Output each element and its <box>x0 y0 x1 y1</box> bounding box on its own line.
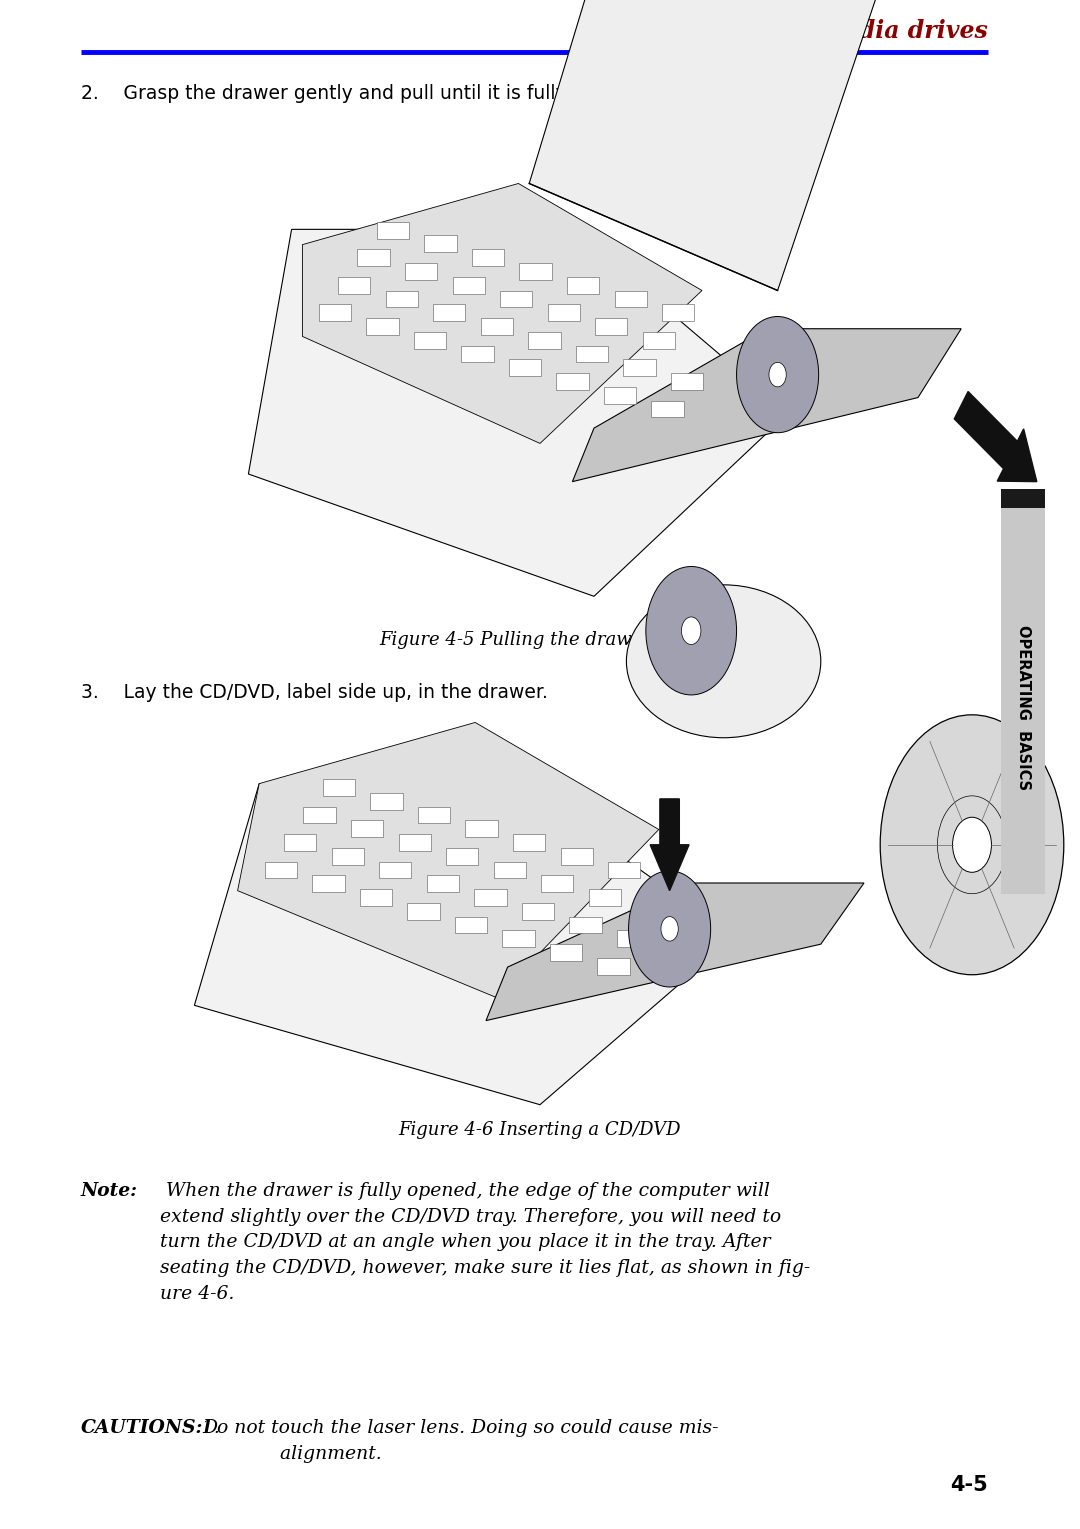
Circle shape <box>953 816 991 872</box>
Text: 3.  Lay the CD/DVD, label side up, in the drawer.: 3. Lay the CD/DVD, label side up, in the… <box>81 683 548 702</box>
FancyBboxPatch shape <box>303 806 336 823</box>
Circle shape <box>769 362 786 387</box>
Text: 4-5: 4-5 <box>950 1475 988 1495</box>
Text: Do not touch the laser lens. Doing so could cause mis-
             alignment.: Do not touch the laser lens. Doing so co… <box>202 1419 718 1463</box>
FancyBboxPatch shape <box>561 847 593 864</box>
Bar <box>81 703 988 1109</box>
FancyBboxPatch shape <box>424 235 457 252</box>
FancyBboxPatch shape <box>576 346 608 362</box>
FancyBboxPatch shape <box>465 820 498 836</box>
FancyBboxPatch shape <box>312 875 345 891</box>
FancyBboxPatch shape <box>405 263 437 280</box>
Bar <box>81 176 988 619</box>
FancyBboxPatch shape <box>604 387 636 404</box>
FancyBboxPatch shape <box>472 249 504 266</box>
FancyBboxPatch shape <box>474 888 507 905</box>
FancyBboxPatch shape <box>455 916 487 933</box>
FancyBboxPatch shape <box>509 359 541 376</box>
FancyBboxPatch shape <box>569 916 602 933</box>
FancyBboxPatch shape <box>418 806 450 823</box>
Text: CAUTIONS:: CAUTIONS: <box>81 1419 203 1437</box>
Polygon shape <box>248 229 788 596</box>
FancyBboxPatch shape <box>357 249 390 266</box>
FancyBboxPatch shape <box>502 930 535 946</box>
Text: Note:: Note: <box>81 1182 138 1200</box>
FancyBboxPatch shape <box>370 792 403 810</box>
FancyBboxPatch shape <box>366 318 399 335</box>
Text: 2.  Grasp the drawer gently and pull until it is fully opened.: 2. Grasp the drawer gently and pull unti… <box>81 84 648 102</box>
FancyBboxPatch shape <box>284 833 316 850</box>
FancyBboxPatch shape <box>453 277 485 294</box>
FancyBboxPatch shape <box>265 861 297 878</box>
Text: Figure 4-6 Inserting a CD/DVD: Figure 4-6 Inserting a CD/DVD <box>399 1121 681 1139</box>
FancyBboxPatch shape <box>386 291 418 307</box>
Polygon shape <box>529 0 886 291</box>
Circle shape <box>737 317 819 433</box>
FancyBboxPatch shape <box>589 888 621 905</box>
Text: 1.: 1. <box>202 1419 239 1437</box>
FancyBboxPatch shape <box>623 359 656 376</box>
FancyArrow shape <box>955 391 1037 482</box>
FancyBboxPatch shape <box>399 833 431 850</box>
Bar <box>1001 489 1045 508</box>
FancyBboxPatch shape <box>519 263 552 280</box>
FancyBboxPatch shape <box>671 373 703 390</box>
FancyBboxPatch shape <box>446 847 478 864</box>
Ellipse shape <box>626 584 821 739</box>
FancyBboxPatch shape <box>528 332 561 349</box>
FancyBboxPatch shape <box>338 277 370 294</box>
FancyBboxPatch shape <box>433 304 465 321</box>
FancyBboxPatch shape <box>617 930 649 946</box>
FancyBboxPatch shape <box>377 222 409 239</box>
Circle shape <box>661 916 678 940</box>
FancyBboxPatch shape <box>643 332 675 349</box>
FancyBboxPatch shape <box>494 861 526 878</box>
Text: When the drawer is fully opened, the edge of the computer will
extend slightly o: When the drawer is fully opened, the edg… <box>160 1182 810 1303</box>
FancyBboxPatch shape <box>360 888 392 905</box>
FancyBboxPatch shape <box>414 332 446 349</box>
FancyBboxPatch shape <box>567 277 599 294</box>
FancyBboxPatch shape <box>379 861 411 878</box>
FancyBboxPatch shape <box>513 833 545 850</box>
Circle shape <box>880 714 1064 976</box>
FancyBboxPatch shape <box>323 778 355 795</box>
Circle shape <box>629 870 711 988</box>
FancyBboxPatch shape <box>332 847 364 864</box>
Text: OPERATING  BASICS: OPERATING BASICS <box>1016 625 1030 789</box>
FancyBboxPatch shape <box>481 318 513 335</box>
FancyBboxPatch shape <box>615 291 647 307</box>
FancyBboxPatch shape <box>407 902 440 919</box>
FancyBboxPatch shape <box>522 902 554 919</box>
FancyBboxPatch shape <box>500 291 532 307</box>
FancyBboxPatch shape <box>662 304 694 321</box>
FancyArrow shape <box>650 798 689 890</box>
FancyBboxPatch shape <box>608 861 640 878</box>
Polygon shape <box>486 882 864 1021</box>
FancyBboxPatch shape <box>351 820 383 836</box>
Polygon shape <box>194 783 734 1104</box>
Text: Using optical media drives: Using optical media drives <box>635 18 988 43</box>
FancyBboxPatch shape <box>541 875 573 891</box>
Circle shape <box>646 566 737 694</box>
FancyBboxPatch shape <box>461 346 494 362</box>
FancyBboxPatch shape <box>548 304 580 321</box>
Polygon shape <box>238 722 659 997</box>
FancyBboxPatch shape <box>597 957 630 976</box>
FancyBboxPatch shape <box>550 943 582 960</box>
Bar <box>1001 508 1045 894</box>
FancyBboxPatch shape <box>595 318 627 335</box>
Polygon shape <box>572 329 961 482</box>
Polygon shape <box>302 183 702 443</box>
FancyBboxPatch shape <box>556 373 589 390</box>
FancyBboxPatch shape <box>319 304 351 321</box>
Circle shape <box>681 616 701 645</box>
FancyBboxPatch shape <box>651 401 684 417</box>
Text: Figure 4-5 Pulling the drawer open: Figure 4-5 Pulling the drawer open <box>379 631 701 650</box>
FancyBboxPatch shape <box>427 875 459 891</box>
